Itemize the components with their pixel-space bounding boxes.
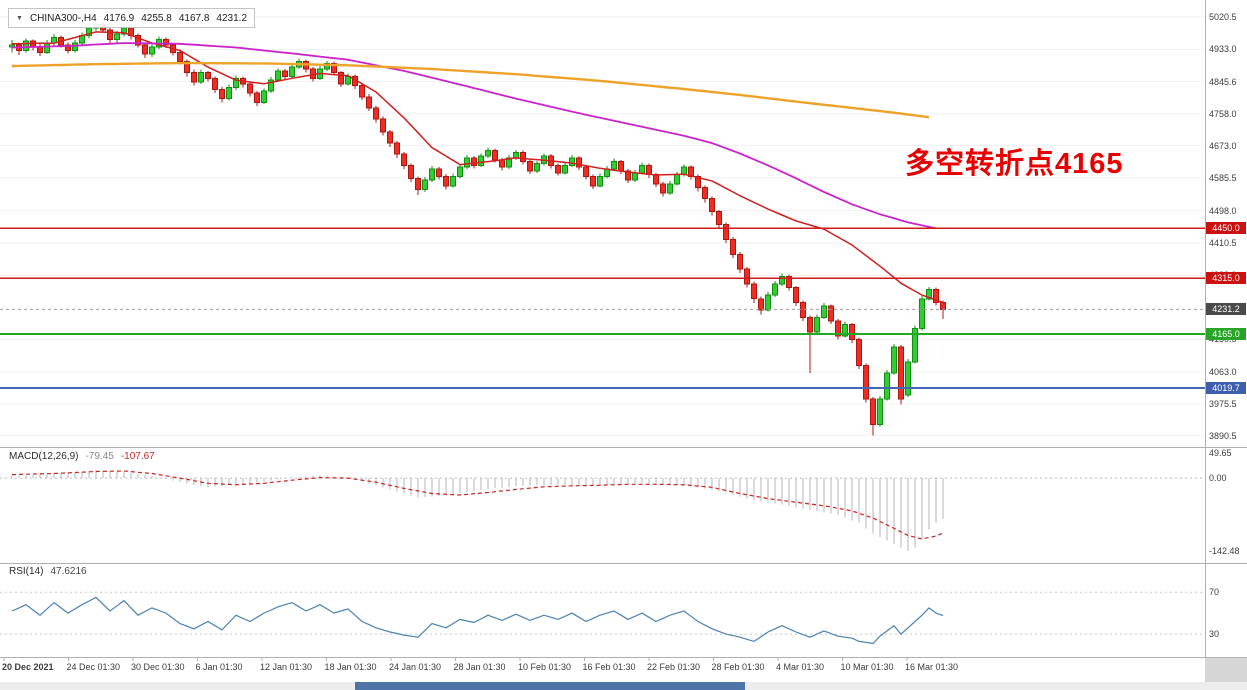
- time-label: 30 Dec 01:30: [131, 662, 185, 672]
- time-label: 4 Mar 01:30: [776, 662, 825, 672]
- time-label: 18 Jan 01:30: [324, 662, 377, 672]
- candles-layer: [9, 20, 946, 436]
- macd-hist-value: -79.45: [85, 451, 114, 462]
- y-axis-label: 4673.0: [1209, 140, 1237, 151]
- axis-corner-box: [1205, 658, 1247, 682]
- macd-axis-label: -142.48: [1209, 546, 1240, 557]
- ohlc-low: 4167.8: [178, 12, 210, 24]
- y-axis-label: 3890.5: [1209, 430, 1237, 441]
- time-label: 16 Mar 01:30: [905, 662, 959, 672]
- time-label: 20 Dec 2021: [2, 662, 54, 672]
- y-axis-label: 4758.0: [1209, 109, 1237, 120]
- y-axis-label: 4410.5: [1209, 237, 1237, 248]
- time-label: 10 Feb 01:30: [518, 662, 572, 672]
- ohlc-close: 4231.2: [216, 12, 248, 24]
- y-axis-label: 3975.5: [1209, 399, 1237, 410]
- current-price-badge: 4231.2: [1206, 303, 1246, 316]
- price-badge-4019.7: 4019.7: [1206, 381, 1246, 394]
- panel-separators: [0, 0, 1247, 661]
- rsi-axis-label: 30: [1209, 629, 1220, 640]
- macd-signal-line: [11, 470, 944, 540]
- price-badge-4315.0: 4315.0: [1206, 272, 1246, 285]
- y-axis-label: 5020.5: [1209, 11, 1237, 22]
- time-label: 22 Feb 01:30: [647, 662, 701, 672]
- y-axis-label: 4585.5: [1209, 173, 1237, 184]
- time-label: 16 Feb 01:30: [582, 662, 636, 672]
- macd-signal-value: -107.67: [120, 451, 155, 462]
- ma-mid-line: [11, 42, 937, 230]
- rsi-line: [11, 596, 944, 645]
- time-label: 10 Mar 01:30: [840, 662, 894, 672]
- price-axis[interactable]: 5020.5 4933.0 4845.6 4758.0 4673.0 4585.5 4498…: [1205, 0, 1247, 658]
- symbol-info-box: ▼ CHINA300-,H4 4176.9 4255.8 4167.8 4231…: [8, 8, 256, 28]
- h-scrollbar-thumb[interactable]: [355, 682, 745, 690]
- time-label: 12 Jan 01:30: [260, 662, 313, 672]
- macd-histogram: [11, 470, 944, 551]
- time-label: 24 Jan 01:30: [389, 662, 442, 672]
- y-axis-label: 4845.6: [1209, 76, 1237, 87]
- time-label: 24 Dec 01:30: [66, 662, 121, 672]
- annotation-text: 多空转折点4165: [905, 148, 1124, 180]
- expand-data-window-icon[interactable]: ▼: [16, 14, 23, 22]
- price-badge-4450.0: 4450.0: [1206, 222, 1246, 235]
- ohlc-open: 4176.9: [103, 12, 135, 24]
- macd-axis-label: 49.65: [1209, 447, 1232, 458]
- macd-axis-label: 0.00: [1209, 473, 1227, 484]
- ma-fast-line: [11, 31, 944, 304]
- time-label: 28 Jan 01:30: [453, 662, 506, 672]
- time-label: 28 Feb 01:30: [711, 662, 765, 672]
- ohlc-high: 4255.8: [141, 12, 172, 24]
- rsi-panel-label: RSI(14) 47.6216: [9, 566, 87, 577]
- symbol-name: CHINA300-,H4: [29, 12, 97, 24]
- y-axis-label: 4498.0: [1209, 205, 1237, 216]
- time-axis[interactable]: 20 Dec 2021 24 Dec 01:30 30 Dec 01:30 6 Jan…: [0, 659, 1205, 680]
- rsi-value: 47.6216: [50, 566, 87, 577]
- macd-name: MACD(12,26,9): [9, 451, 79, 462]
- rsi-axis-label: 70: [1209, 587, 1220, 598]
- grid-lines: [0, 16, 1205, 437]
- rsi-name: RSI(14): [9, 566, 44, 577]
- y-axis-label: 4063.0: [1209, 366, 1237, 377]
- price-badge-4165.0: 4165.0: [1206, 327, 1246, 340]
- y-axis-label: 4933.0: [1209, 44, 1237, 55]
- ma-slow-line: [11, 61, 930, 119]
- time-label: 6 Jan 01:30: [195, 662, 243, 672]
- macd-panel-label: MACD(12,26,9) -79.45 -107.67: [9, 451, 155, 462]
